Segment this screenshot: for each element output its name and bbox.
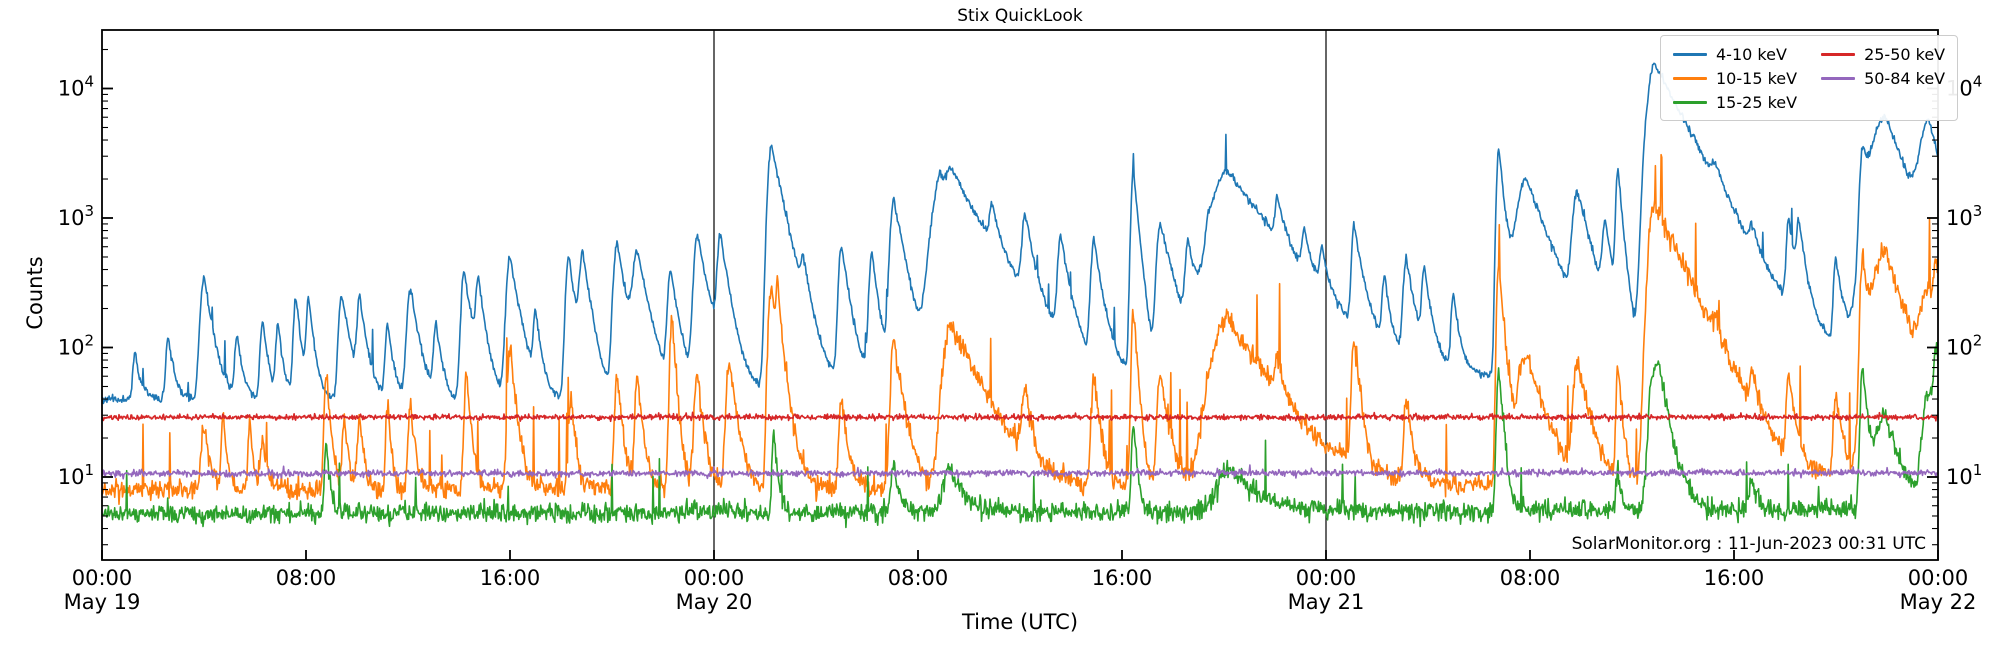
x-tick-label: 08:00 [1500,566,1561,590]
legend-entry-25-50-keV: 25-50 keV [1821,43,1945,65]
legend-label: 50-84 keV [1864,68,1946,88]
x-tick-label: 00:00 [1296,566,1357,590]
legend-label: 25-50 keV [1864,44,1946,64]
legend-label: 15-25 keV [1716,92,1798,112]
x-tick-label: 00:00 [72,566,133,590]
series-line-4-10-keV [102,62,1938,405]
x-tick-label: 00:00 [684,566,745,590]
x-tick-day-label: May 20 [676,590,753,614]
x-tick-day-label: May 22 [1900,590,1977,614]
x-tick-day-label: May 19 [64,590,141,614]
x-tick-label: 16:00 [1704,566,1765,590]
legend-swatch [1673,100,1707,104]
y-tick-label-left: 104 [58,73,94,101]
legend-entry-4-10-keV: 4-10 keV [1673,43,1797,65]
x-tick-label: 16:00 [480,566,541,590]
series-line-50-84-keV [102,464,1938,480]
chart-title: Stix QuickLook [957,6,1083,26]
y-tick-label-right: 102 [1946,332,1982,360]
y-tick-label-left: 103 [58,202,94,230]
legend-swatch [1673,76,1707,80]
x-tick-label: 00:00 [1908,566,1969,590]
y-axis-label: Counts [23,256,47,330]
legend-label: 4-10 keV [1716,44,1787,64]
legend-swatch [1821,52,1856,56]
x-tick-label: 08:00 [888,566,949,590]
legend-entry-10-15-keV: 10-15 keV [1673,67,1797,89]
legend-entry-15-25-keV: 15-25 keV [1673,91,1797,113]
series-line-25-50-keV [102,411,1938,423]
x-tick-day-label: May 21 [1288,590,1365,614]
y-tick-label-right: 101 [1946,461,1982,489]
plot-border [101,29,1939,561]
y-tick-label-left: 101 [58,461,94,489]
series-line-15-25-keV [102,341,1938,529]
x-tick-label: 08:00 [276,566,337,590]
series-line-10-15-keV [102,153,1938,505]
legend-label: 10-15 keV [1716,68,1798,88]
x-tick-label: 16:00 [1092,566,1153,590]
legend-entry-50-84-keV: 50-84 keV [1821,67,1945,89]
solarmonitor-annotation: SolarMonitor.org : 11-Jun-2023 00:31 UTC [1571,534,1926,554]
y-tick-label-right: 103 [1946,202,1982,230]
y-tick-label-left: 102 [58,332,94,360]
legend: 4-10 keV 10-15 keV 15-25 keV 25-50 keV 50-84… [1660,35,1959,121]
legend-swatch [1673,52,1707,56]
x-axis-label: Time (UTC) [961,610,1079,634]
legend-swatch [1821,76,1856,80]
